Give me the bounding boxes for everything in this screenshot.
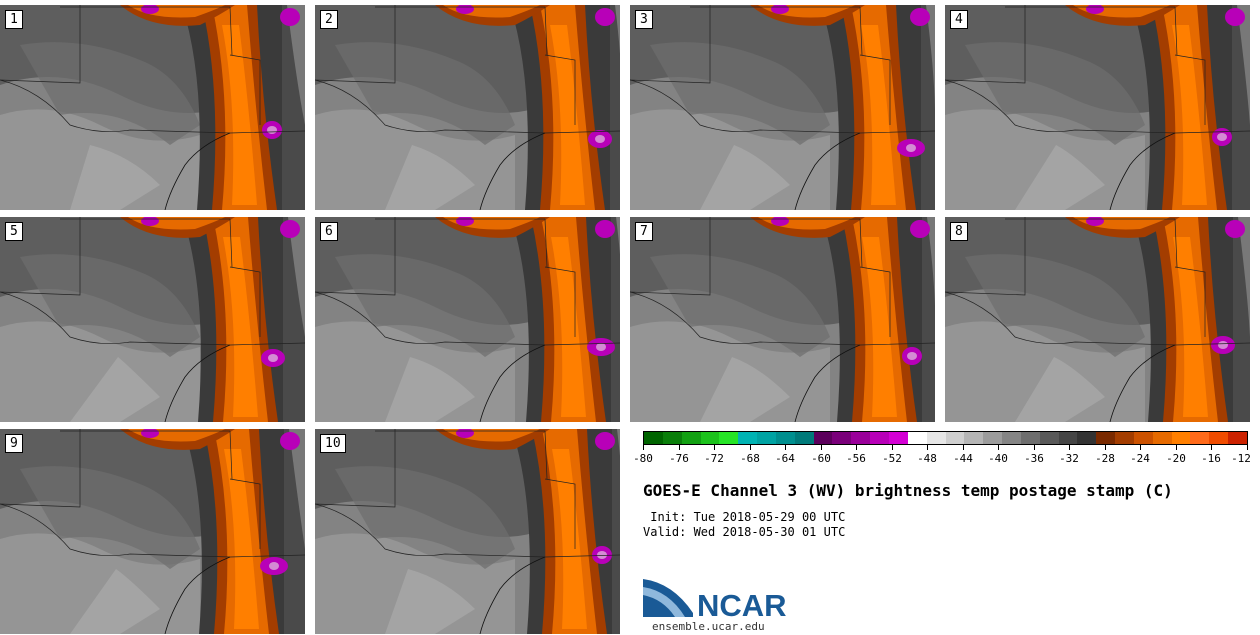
map-panel: 10 (315, 429, 620, 634)
map-panel: 1 (0, 5, 305, 210)
colorbar-segment (870, 432, 889, 444)
map-panel: 5 (0, 217, 305, 422)
colorbar-tick (785, 445, 786, 450)
colorbar-segment (1039, 432, 1059, 444)
colorbar-segment (757, 432, 776, 444)
colorbar-segment (1058, 432, 1078, 444)
colorbar-segment (907, 432, 927, 444)
colorbar-tick-label: -60 (811, 452, 831, 465)
colorbar-segment (719, 432, 739, 444)
colorbar-segment (681, 432, 701, 444)
colorbar-tick-label: -48 (917, 452, 937, 465)
colorbar-segment (945, 432, 965, 444)
panel-label: 9 (5, 434, 23, 453)
colorbar-tick (892, 445, 893, 450)
colorbar-segment (1228, 432, 1247, 444)
colorbar-tick (821, 445, 822, 450)
colorbar-tick (714, 445, 715, 450)
map-panel: 2 (315, 5, 620, 210)
colorbar-tick (1069, 445, 1070, 450)
panel-label: 5 (5, 222, 23, 241)
colorbar-tick (1034, 445, 1035, 450)
init-time: Init: Tue 2018-05-29 00 UTC (643, 510, 846, 524)
colorbar-segment (888, 432, 908, 444)
colorbar-tick-label: -56 (846, 452, 866, 465)
colorbar-tick-label: -44 (953, 452, 973, 465)
colorbar-segment (851, 432, 871, 444)
colorbar-segment (738, 432, 758, 444)
panel-label: 8 (950, 222, 968, 241)
panel-label: 7 (635, 222, 653, 241)
panel-label: 2 (320, 10, 338, 29)
svg-text:NCAR: NCAR (697, 588, 787, 619)
colorbar-tick-label: -12 (1231, 452, 1251, 465)
colorbar-tick (1211, 445, 1212, 450)
colorbar-segment (1190, 432, 1210, 444)
colorbar-tick (1176, 445, 1177, 450)
colorbar-tick-label: -76 (669, 452, 689, 465)
colorbar-segment (964, 432, 984, 444)
colorbar-tick (1105, 445, 1106, 450)
colorbar-segment (662, 432, 682, 444)
map-panel: 8 (945, 217, 1250, 422)
map-panel: 7 (630, 217, 935, 422)
colorbar-segment (794, 432, 814, 444)
colorbar-tick (750, 445, 751, 450)
colorbar-segment (1020, 432, 1040, 444)
map-panel: 9 (0, 429, 305, 634)
colorbar-tick-label: -68 (740, 452, 760, 465)
map-panel: 3 (630, 5, 935, 210)
colorbar-tick (679, 445, 680, 450)
colorbar-tick-label: -28 (1095, 452, 1115, 465)
colorbar (643, 431, 1248, 445)
colorbar-tick (927, 445, 928, 450)
colorbar-segment (1209, 432, 1229, 444)
colorbar-segment (644, 432, 663, 444)
colorbar-tick (1247, 445, 1248, 450)
panel-label: 10 (320, 434, 346, 453)
valid-time: Valid: Wed 2018-05-30 01 UTC (643, 525, 846, 539)
panel-label: 3 (635, 10, 653, 29)
colorbar-tick (998, 445, 999, 450)
colorbar-tick-label: -20 (1166, 452, 1186, 465)
colorbar-tick-label: -80 (633, 452, 653, 465)
colorbar-segment (1096, 432, 1116, 444)
colorbar-tick (856, 445, 857, 450)
colorbar-tick-label: -40 (988, 452, 1008, 465)
colorbar-tick-label: -64 (775, 452, 795, 465)
logo-url: ensemble.ucar.edu (652, 620, 765, 633)
colorbar-tick (1140, 445, 1141, 450)
colorbar-segment (1002, 432, 1021, 444)
colorbar-segment (1115, 432, 1134, 444)
colorbar-tick-label: -72 (704, 452, 724, 465)
colorbar-segment (1133, 432, 1153, 444)
colorbar-segment (1171, 432, 1191, 444)
colorbar-tick-label: -32 (1059, 452, 1079, 465)
colorbar-segment (983, 432, 1003, 444)
colorbar-tick-label: -16 (1201, 452, 1221, 465)
colorbar-segment (1152, 432, 1172, 444)
colorbar-tick (963, 445, 964, 450)
colorbar-segment (1077, 432, 1097, 444)
colorbar-segment (926, 432, 946, 444)
colorbar-segment (832, 432, 852, 444)
panel-label: 4 (950, 10, 968, 29)
colorbar-tick-label: -52 (882, 452, 902, 465)
colorbar-tick-label: -24 (1130, 452, 1150, 465)
colorbar-tick (643, 445, 644, 450)
colorbar-ticks: -80 -76 -72 -68 -64 -60 -56 -52 -48 -44 -40 -36 -32 -… (633, 445, 1251, 467)
panel-label: 1 (5, 10, 23, 29)
colorbar-tick-label: -36 (1024, 452, 1044, 465)
figure-title: GOES-E Channel 3 (WV) brightness temp po… (643, 481, 1173, 500)
map-panel: 4 (945, 5, 1250, 210)
colorbar-segment (813, 432, 833, 444)
ncar-logo: NCAR (643, 577, 803, 623)
map-panel: 6 (315, 217, 620, 422)
colorbar-segment (775, 432, 795, 444)
panel-label: 6 (320, 222, 338, 241)
colorbar-segment (700, 432, 720, 444)
